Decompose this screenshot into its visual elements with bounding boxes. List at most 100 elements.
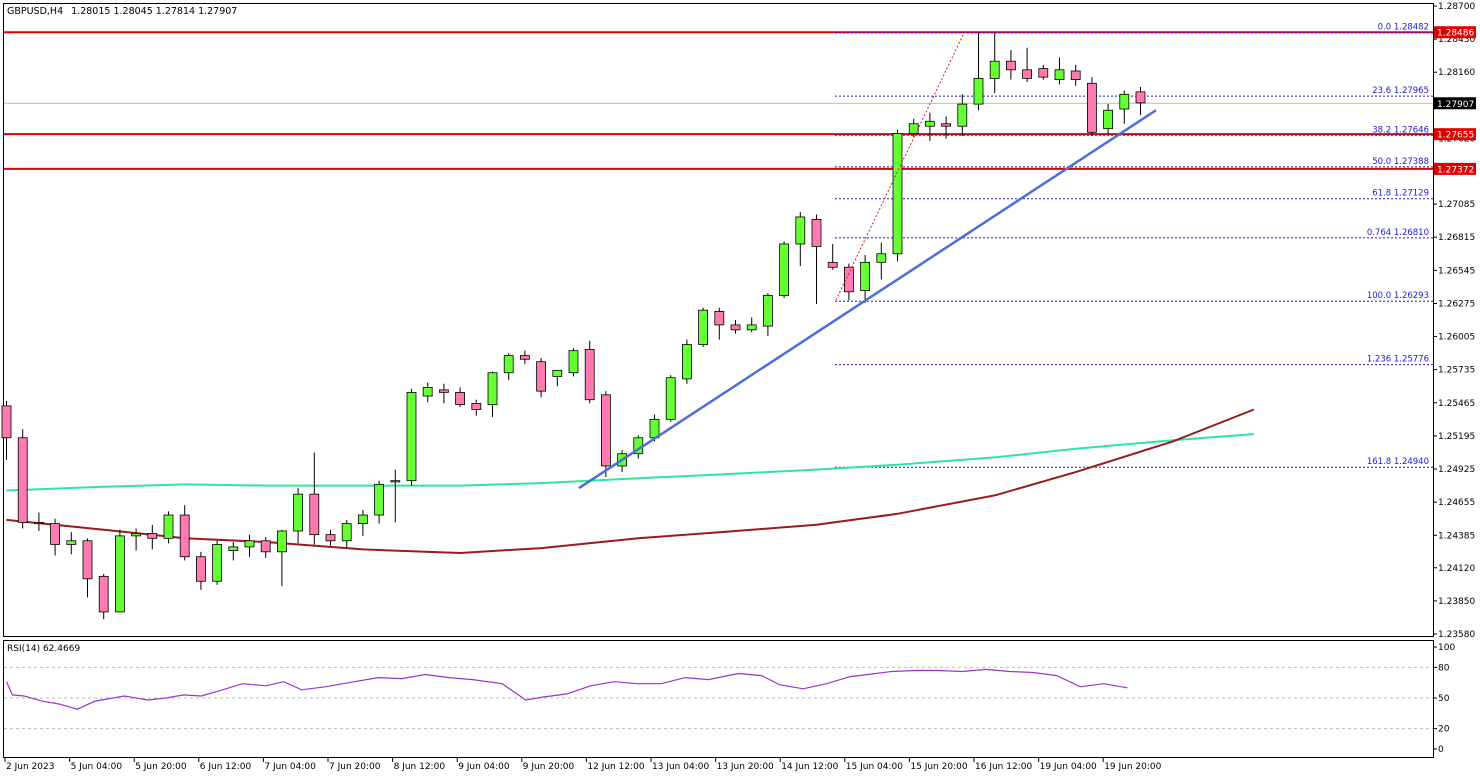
rsi-label: RSI(14) 62.4669: [7, 644, 80, 654]
bear-candle: [536, 361, 546, 392]
price-tick-label: 1.26545: [1438, 266, 1475, 276]
time-tick-label: 13 Jun 20:00: [717, 762, 774, 772]
price-box-label: 1.27372: [1437, 165, 1474, 175]
rsi-indicator: 100 80 50 20 0: [4, 643, 1455, 755]
time-axis: 2 Jun 2023 5 Jun 04:00 5 Jun 20:00 6 Jun 12…: [4, 758, 1162, 772]
symbol-label: GBPUSD,H4: [7, 6, 63, 17]
bear-candle: [584, 349, 595, 401]
rsi-tick-label: 100: [1438, 643, 1455, 653]
time-tick-label: 12 Jun 12:00: [587, 762, 644, 772]
bear-candle: [325, 534, 336, 542]
bear-candle: [260, 540, 271, 553]
bull-candle: [390, 480, 401, 483]
bull-candle: [357, 514, 368, 525]
time-tick-label: 5 Jun 20:00: [135, 762, 187, 772]
price-tick-label: 1.25735: [1438, 366, 1475, 376]
price-tick-label: 1.25195: [1438, 432, 1475, 442]
price-tick-label: 1.27085: [1438, 200, 1475, 210]
bull-candle: [487, 372, 498, 406]
time-tick-label: 9 Jun 20:00: [523, 762, 575, 772]
price-box-label: 1.27655: [1437, 131, 1474, 141]
bull-candle: [989, 60, 1000, 79]
price-box-label: 1.27907: [1437, 100, 1474, 110]
fib-level-label: 23.6 1.27965: [1372, 86, 1429, 96]
bull-candle: [876, 253, 887, 263]
price-tick-label: 1.24925: [1438, 465, 1475, 475]
bull-candle: [665, 377, 676, 420]
price-tick-label: 1.24385: [1438, 531, 1475, 541]
bull-candle: [228, 546, 239, 551]
bear-candle: [827, 261, 838, 268]
bull-candle: [908, 123, 919, 134]
time-tick-label: 14 Jun 12:00: [781, 762, 838, 772]
time-tick-label: 15 Jun 20:00: [910, 762, 967, 772]
bull-candle: [276, 530, 287, 553]
trendline-overlays: [578, 34, 1157, 490]
bull-candle: [406, 391, 417, 482]
fib-level-label: 50.0 1.27388: [1372, 157, 1429, 167]
bear-candle: [50, 523, 60, 545]
bull-candle: [66, 540, 77, 545]
fib-level-label: 61.8 1.27129: [1372, 189, 1429, 199]
bear-candle: [1006, 60, 1016, 71]
ma-fast-line: [6, 433, 1254, 492]
bear-candle: [811, 219, 822, 247]
bear-candle: [147, 533, 158, 539]
time-tick-label: 7 Jun 20:00: [329, 762, 381, 772]
bear-candle: [1087, 82, 1097, 133]
price-tick-label: 1.26275: [1438, 299, 1475, 309]
bull-candle: [1054, 69, 1065, 80]
price-box: [1434, 97, 1476, 110]
price-tick-label: 1.23580: [1438, 630, 1475, 640]
bull-candle: [163, 514, 174, 539]
price-tick-label: 1.28700: [1438, 2, 1475, 12]
rsi-tick-label: 0: [1438, 745, 1444, 755]
ma-slow-line: [6, 408, 1255, 555]
rsi-line: [5, 668, 1128, 710]
bear-candle: [98, 575, 109, 613]
fib-swing-line: [835, 34, 964, 301]
rsi-tick-label: 50: [1438, 694, 1450, 704]
bull-candle: [1103, 109, 1113, 130]
time-tick-label: 8 Jun 12:00: [394, 762, 446, 772]
time-tick-label: 13 Jun 04:00: [652, 762, 709, 772]
bull-candle: [925, 120, 935, 127]
bear-candle: [34, 521, 44, 525]
price-tick-label: 1.24120: [1438, 564, 1475, 574]
bull-candle: [1119, 93, 1130, 110]
price-box-label: 1.28486: [1437, 29, 1474, 39]
time-tick-label: 5 Jun 04:00: [71, 762, 123, 772]
bull-candle: [552, 369, 563, 377]
price-tick-label: 1.26005: [1438, 333, 1475, 343]
price-tick-label: 1.28160: [1438, 68, 1475, 78]
ohlc-values: 1.28015 1.28045 1.27814 1.27907: [71, 6, 237, 17]
horizontal-lines: [4, 31, 1433, 170]
price-tick-label: 1.26815: [1438, 233, 1475, 243]
bull-candle: [763, 295, 773, 327]
time-tick-label: 16 Jun 12:00: [975, 762, 1032, 772]
time-tick-label: 15 Jun 04:00: [846, 762, 903, 772]
time-tick-label: 6 Jun 12:00: [200, 762, 252, 772]
bear-candle: [438, 389, 449, 393]
price-tick-label: 1.24655: [1438, 498, 1475, 508]
bear-candle: [1, 405, 12, 439]
bull-candle: [293, 493, 304, 532]
bear-candle: [471, 403, 482, 410]
bull-candle: [682, 344, 692, 380]
bear-candle: [1038, 68, 1049, 78]
bear-candle: [520, 355, 530, 360]
bear-candle: [714, 311, 725, 326]
bull-candle: [422, 387, 433, 397]
rsi-pane-frame: [3, 640, 1434, 758]
price-box: [1434, 162, 1476, 175]
bear-candle: [179, 514, 190, 558]
bear-candle: [1135, 91, 1146, 104]
bull-candle: [957, 103, 968, 127]
candlesticks: [1, 32, 1146, 620]
price-box: [1434, 26, 1476, 39]
time-tick-label: 9 Jun 04:00: [458, 762, 510, 772]
bear-candle: [730, 324, 741, 331]
bear-candle: [17, 437, 28, 523]
